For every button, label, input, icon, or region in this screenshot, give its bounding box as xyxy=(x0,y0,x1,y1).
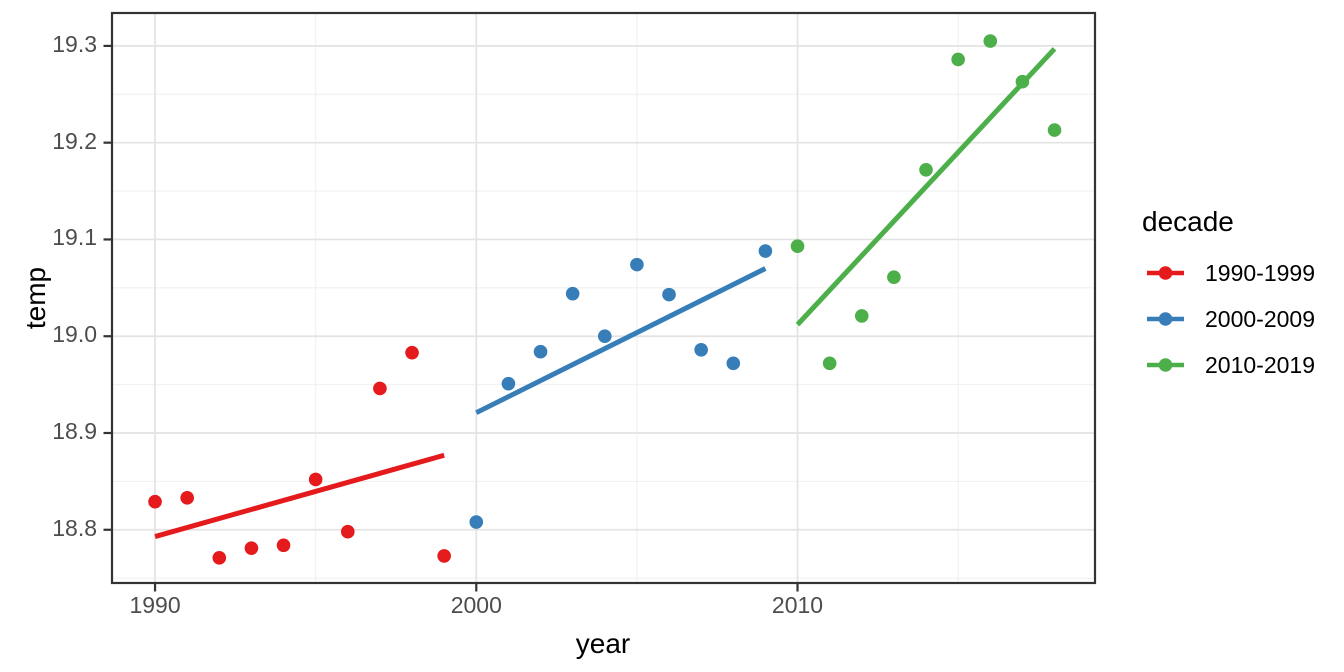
legend-entry: 2000-2009 xyxy=(1142,296,1315,342)
legend-entry-label: 2010-2019 xyxy=(1205,351,1315,378)
data-point xyxy=(148,494,162,509)
data-point xyxy=(533,344,548,359)
data-point xyxy=(1047,123,1062,137)
data-point xyxy=(983,34,998,48)
legend-key-icon xyxy=(1147,266,1184,280)
legend: decade 1990-1999 2000-2009 2010-2019 xyxy=(1142,206,1315,388)
data-point xyxy=(951,52,965,67)
legend-entry: 1990-1999 xyxy=(1142,250,1315,296)
data-point xyxy=(340,524,355,539)
panel-border xyxy=(110,11,1097,585)
legend-entry-label: 2000-2009 xyxy=(1205,305,1315,332)
data-point xyxy=(822,356,837,371)
data-point xyxy=(565,286,580,301)
x-tick-label: 2000 xyxy=(450,592,502,618)
trend-line xyxy=(475,266,767,415)
data-point xyxy=(790,239,805,254)
legend-key-icon xyxy=(1147,358,1184,372)
data-point xyxy=(694,342,708,357)
legend-entry: 2010-2019 xyxy=(1142,342,1315,388)
data-point xyxy=(630,257,644,272)
data-point xyxy=(276,538,291,553)
y-tick-label: 19.3 xyxy=(52,30,97,57)
legend-key-icon xyxy=(1147,312,1184,326)
panel-background xyxy=(112,13,1095,583)
data-point xyxy=(180,491,194,505)
data-point xyxy=(437,549,451,563)
data-point xyxy=(469,515,484,529)
data-point xyxy=(854,309,869,323)
y-tick-label: 19.0 xyxy=(52,321,97,348)
legend-entries: 1990-1999 2000-2009 2010-2019 xyxy=(1142,250,1315,388)
data-point xyxy=(662,287,676,302)
data-point xyxy=(373,381,387,396)
data-point xyxy=(597,329,612,344)
data-point xyxy=(501,376,516,391)
trend-line xyxy=(154,452,445,539)
legend-key-point xyxy=(1158,312,1173,326)
legend-title: decade xyxy=(1142,206,1234,237)
legend-key-point xyxy=(1158,266,1173,280)
legend-key-point xyxy=(1158,358,1173,372)
y-tick-label: 18.9 xyxy=(52,418,97,445)
data-point xyxy=(212,551,227,565)
trend-line xyxy=(795,47,1057,327)
data-point xyxy=(726,356,741,371)
y-tick-label: 19.1 xyxy=(52,224,97,251)
data-point xyxy=(244,541,259,555)
y-tick-label: 19.2 xyxy=(52,127,97,154)
data-point xyxy=(919,162,933,177)
data-point xyxy=(758,244,773,258)
x-tick-label: 1990 xyxy=(129,592,181,618)
data-point xyxy=(308,472,323,487)
y-tick-label: 18.8 xyxy=(52,514,97,541)
data-point xyxy=(405,345,419,360)
y-axis-title: temp xyxy=(20,266,51,330)
x-tick-label: 2010 xyxy=(771,592,824,618)
data-point xyxy=(887,270,901,284)
legend-entry-label: 1990-1999 xyxy=(1205,259,1315,286)
x-axis-title: year xyxy=(575,628,631,659)
